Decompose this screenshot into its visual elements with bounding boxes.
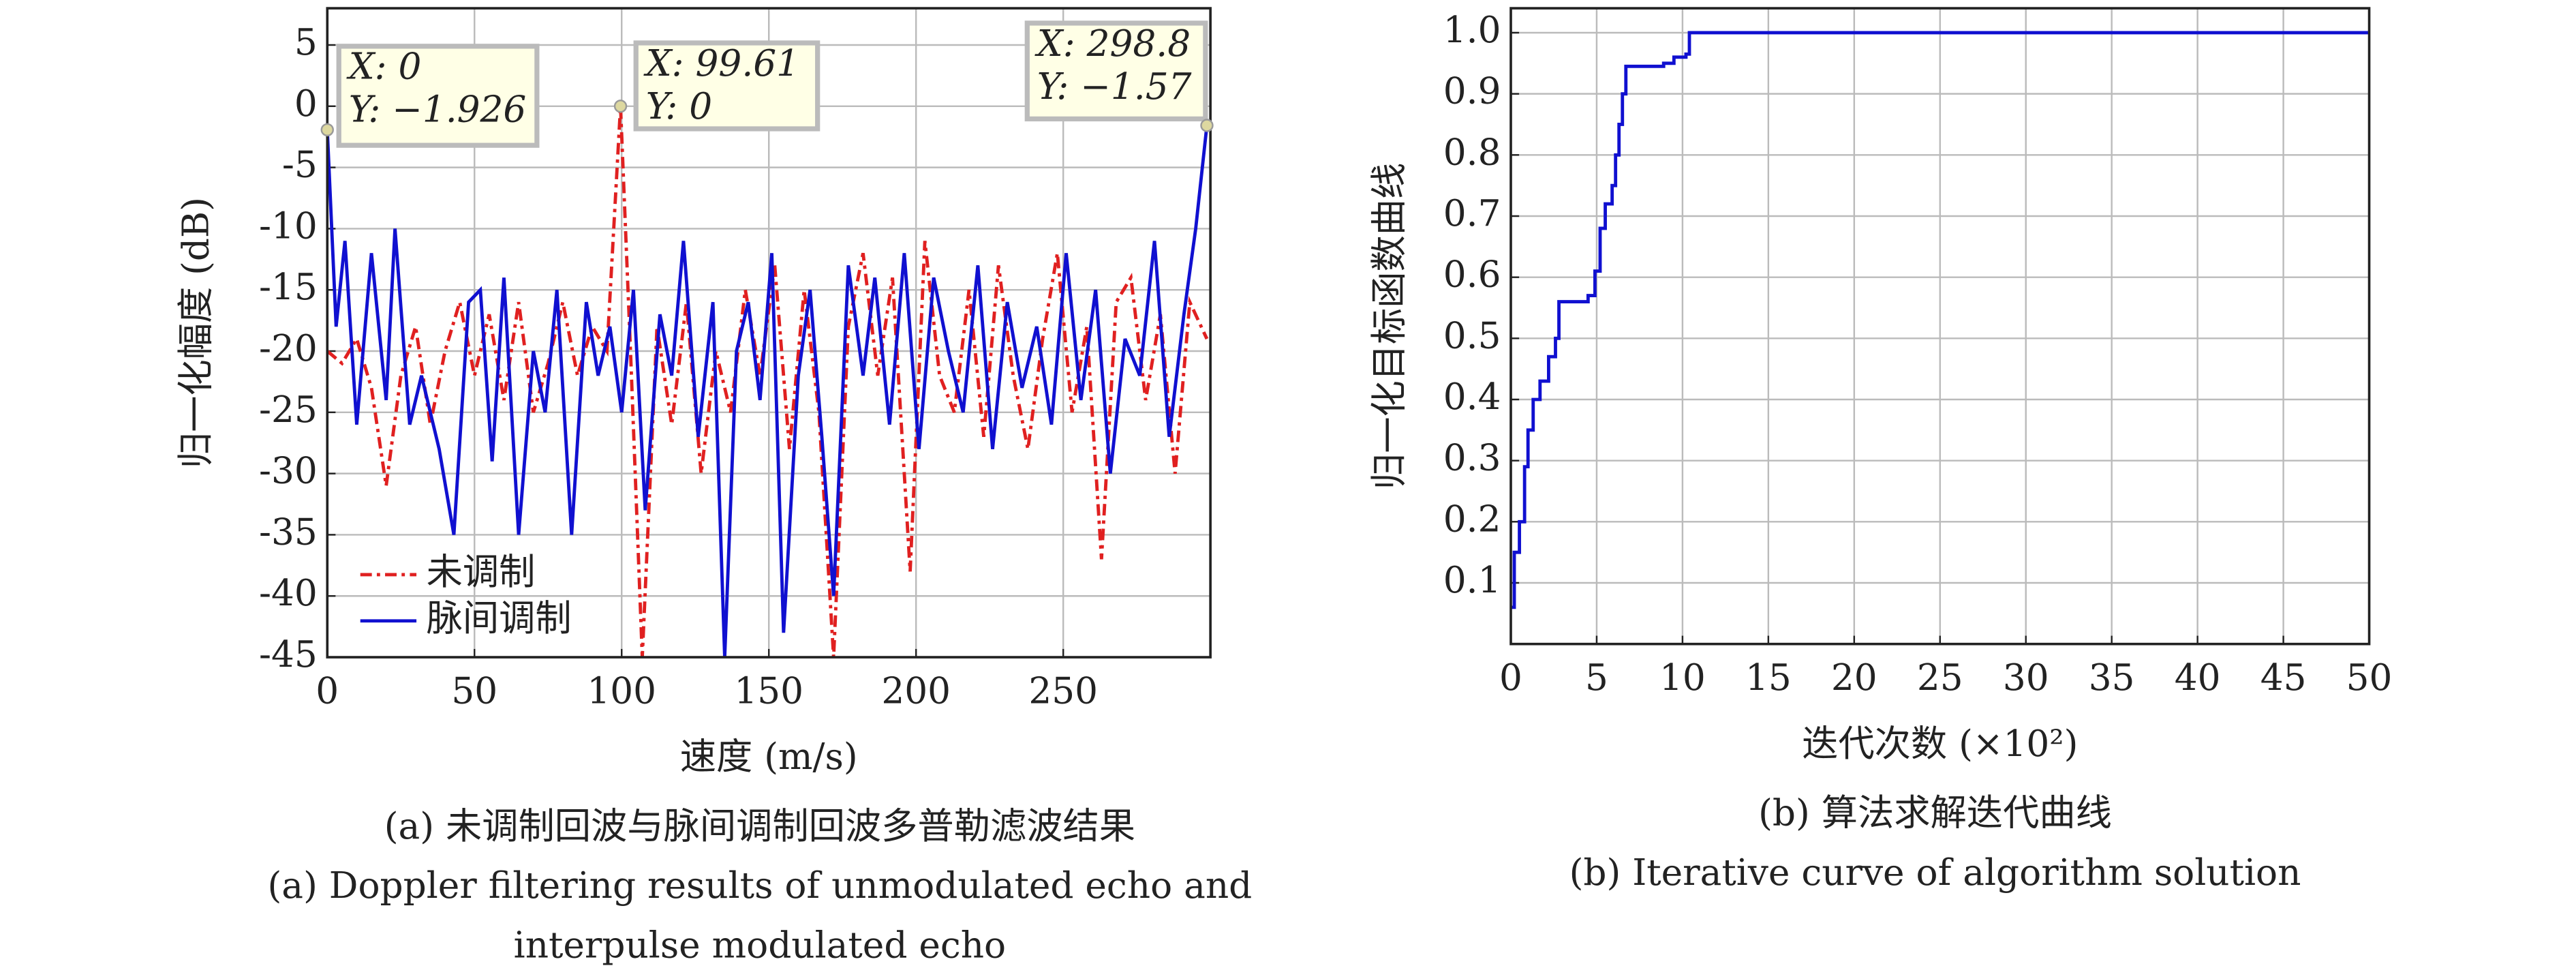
series-line (327, 125, 1209, 658)
x-tick-label: 150 (734, 669, 803, 712)
plot-frame (1509, 7, 2371, 646)
y-tick-label: -15 (259, 266, 318, 308)
x-tick-label: 5 (1585, 656, 1608, 699)
caption: (a) 未调制回波与脉间调制回波多普勒滤波结果 (384, 805, 1135, 847)
y-tick-label: 5 (294, 21, 318, 63)
plot-frame (326, 7, 1212, 659)
y-tick-label: 0.1 (1443, 559, 1501, 601)
caption: (b) 算法求解迭代曲线 (1758, 792, 2112, 834)
y-tick-label: 0.7 (1443, 192, 1501, 235)
data-tip-text: Y: 0 (646, 85, 712, 127)
data-tip-text: Y: −1.57 (1037, 65, 1192, 108)
x-tick-label: 10 (1659, 656, 1706, 699)
x-tick-label: 0 (1499, 656, 1522, 699)
y-tick-label: -30 (259, 450, 318, 492)
y-tick-label: 0.6 (1443, 254, 1501, 296)
y-tick-label: -20 (259, 327, 318, 369)
data-tip-marker (320, 123, 334, 137)
y-tick-label: 0 (294, 82, 318, 125)
x-tick-label: 15 (1745, 656, 1792, 699)
y-tick-label: -45 (259, 633, 318, 676)
x-axis-label: 速度 (m/s) (680, 736, 858, 778)
y-tick-label: 0.5 (1443, 314, 1501, 357)
data-tip-text: X: 99.61 (643, 42, 799, 85)
data-tip-box (1024, 20, 1208, 122)
data-tip-text: X: 0 (346, 46, 422, 88)
y-tick-label: -10 (259, 205, 318, 247)
x-tick-label: 0 (316, 669, 339, 712)
data-tip-box (336, 44, 540, 148)
x-tick-label: 250 (1028, 669, 1098, 712)
y-tick-label: -25 (259, 389, 318, 431)
y-tick-label: 0.3 (1443, 437, 1501, 479)
data-tip-box (633, 40, 821, 132)
y-tick-label: 0.9 (1443, 70, 1501, 112)
y-tick-label: 0.4 (1443, 376, 1501, 418)
y-tick-label: 1.0 (1443, 9, 1501, 51)
x-tick-label: 30 (2003, 656, 2049, 699)
x-tick-label: 50 (2346, 656, 2393, 699)
x-tick-label: 50 (451, 669, 497, 712)
y-axis-label: 归一化目标函数曲线 (1368, 163, 1411, 489)
y-tick-label: -5 (282, 144, 318, 186)
caption: (a) Doppler filtering results of unmodul… (268, 864, 1253, 907)
caption: (b) Iterative curve of algorithm solutio… (1569, 851, 2301, 894)
x-tick-label: 200 (881, 669, 951, 712)
y-tick-label: -40 (259, 572, 318, 614)
data-tip-marker (613, 100, 628, 113)
x-tick-label: 20 (1831, 656, 1877, 699)
y-tick-label: 0.8 (1443, 131, 1501, 173)
caption: interpulse modulated echo (514, 924, 1006, 966)
data-tip-marker (1200, 119, 1214, 132)
series-line (1510, 31, 2370, 609)
y-axis-label: 归一化幅度 (dB) (174, 197, 217, 468)
legend-label: 未调制 (427, 551, 536, 593)
x-tick-label: 100 (587, 669, 656, 712)
x-tick-label: 45 (2260, 656, 2307, 699)
data-tip-text: X: 298.8 (1034, 22, 1191, 65)
x-tick-label: 40 (2175, 656, 2221, 699)
legend-label: 脉间调制 (427, 597, 572, 639)
y-tick-label: -35 (259, 511, 318, 553)
y-tick-label: 0.2 (1443, 498, 1501, 540)
x-tick-label: 25 (1917, 656, 1963, 699)
x-axis-label: 迭代次数 (×10²) (1802, 723, 2078, 765)
x-tick-label: 35 (2089, 656, 2135, 699)
data-tip-text: Y: −1.926 (349, 89, 527, 131)
